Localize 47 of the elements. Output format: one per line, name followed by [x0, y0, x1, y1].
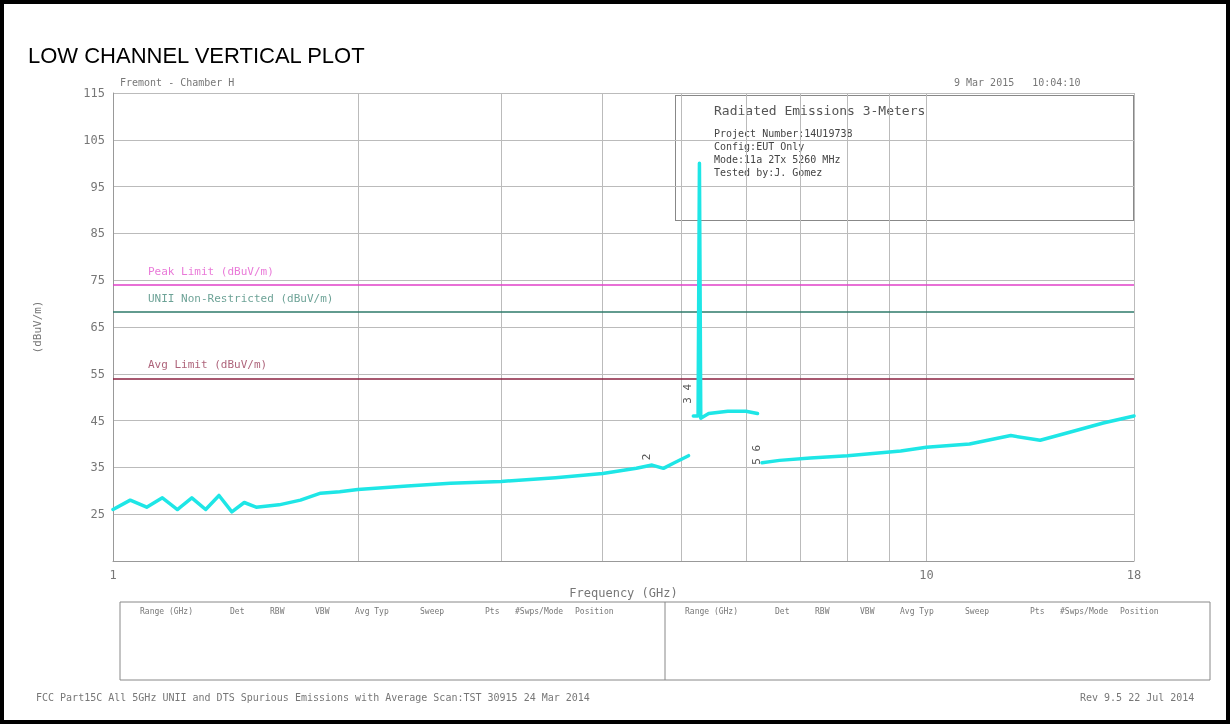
annotation: Radiated Emissions 3-Meters: [714, 103, 926, 118]
text: RBW: [270, 606, 285, 616]
text: Position: [1120, 606, 1159, 616]
y-tick-label: 85: [90, 226, 105, 241]
text: Position: [575, 606, 614, 616]
annotation: 3 4: [681, 383, 695, 404]
text: Pts: [485, 606, 500, 616]
ref-line-label: Peak Limit (dBuV/m): [148, 264, 274, 278]
y-tick-label: 65: [90, 320, 105, 334]
y-tick-label: 115: [83, 86, 105, 100]
text: #Swps/Mode: [1060, 606, 1109, 616]
y-tick-label: 45: [90, 413, 105, 428]
y-tick-label: 75: [90, 273, 105, 288]
x-tick-label: 1: [109, 568, 117, 582]
text: Det: [230, 606, 245, 616]
y-tick-label: 35: [90, 460, 105, 475]
y-tick-label: 95: [90, 179, 105, 194]
y-tick-label: 25: [90, 507, 105, 522]
y-tick-label: 55: [90, 366, 105, 381]
text: Sweep: [420, 606, 445, 616]
text: Range (GHz): [685, 606, 738, 616]
text: Range (GHz): [140, 606, 193, 616]
annotation: 5 6: [750, 444, 764, 465]
text: Pts: [1030, 606, 1045, 616]
text: Sweep: [965, 606, 990, 616]
annotation: Tested by:J. Gomez: [714, 166, 823, 178]
chart-title: LOW CHANNEL VERTICAL PLOT: [28, 42, 365, 68]
ref-line-label: UNII Non-Restricted (dBuV/m): [148, 292, 334, 306]
text: #Swps/Mode: [515, 606, 564, 616]
x-tick-label: 10: [919, 568, 934, 582]
text: Avg Typ: [900, 606, 934, 616]
text: RBW: [815, 606, 830, 616]
text: Rev 9.5 22 Jul 2014: [1080, 691, 1195, 703]
annotation: 2: [640, 453, 654, 461]
x-tick-label: 18: [1126, 568, 1142, 582]
y-axis-title: (dBuV/m): [31, 300, 44, 354]
x-axis-title: Frequency (GHz): [569, 586, 678, 600]
annotation: Project Number:14U19738: [714, 127, 853, 139]
text: FCC Part15C All 5GHz UNII and DTS Spurious Emissions with Average Scan:TST 30915 24 Mar 2014: [36, 691, 590, 703]
text: Avg Typ: [355, 606, 389, 616]
y-tick-label: 105: [83, 132, 105, 147]
text: VBW: [315, 606, 330, 616]
ref-line-label: Avg Limit (dBuV/m): [148, 358, 268, 372]
text: 9 Mar 2015 10:04:10: [954, 76, 1081, 88]
text: Fremont - Chamber H: [120, 76, 235, 88]
text: Det: [775, 606, 790, 616]
text: VBW: [860, 606, 875, 616]
